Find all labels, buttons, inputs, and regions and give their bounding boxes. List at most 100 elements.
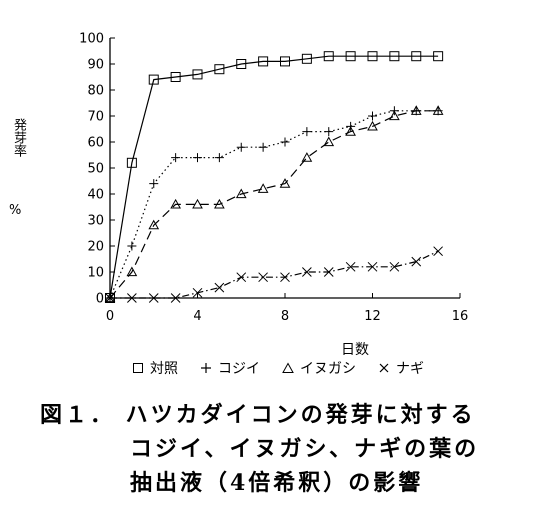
legend-label: 対照 <box>150 361 178 377</box>
y-tick-label: 30 <box>87 214 104 229</box>
data-point-square <box>126 157 137 168</box>
data-point-cross <box>105 293 115 303</box>
data-point-square <box>214 64 225 75</box>
caption-line-2: コジイ、イヌガシ、ナギの葉の <box>130 436 480 462</box>
y-tick-label: 100 <box>79 32 104 47</box>
series-triangle <box>104 105 444 303</box>
data-point-square <box>280 56 290 67</box>
series-line <box>109 110 439 299</box>
triangle-marker-icon <box>282 362 294 373</box>
data-point-cross <box>258 272 268 283</box>
data-point-plus <box>280 137 290 147</box>
x-tick-label: 0 <box>106 309 114 324</box>
y-axis-title: 発芽率 <box>11 118 26 157</box>
data-point-plus <box>302 127 312 137</box>
data-point-triangle <box>389 110 400 121</box>
data-point-triangle <box>410 105 422 115</box>
series-cross <box>105 246 443 303</box>
data-point-cross <box>345 261 356 272</box>
chart-series <box>104 51 444 303</box>
data-point-triangle <box>432 105 444 115</box>
data-point-plus <box>193 153 202 163</box>
square-marker-icon <box>133 363 143 373</box>
y-tick-label: 10 <box>87 266 104 281</box>
legend-label: イヌガシ <box>300 361 356 377</box>
data-point-cross <box>148 293 159 303</box>
legend-item-nagi: ナギ <box>378 358 424 378</box>
data-point-plus <box>127 241 137 251</box>
y-tick-label: 0 <box>96 292 104 307</box>
data-point-square <box>411 51 422 62</box>
data-point-cross <box>192 287 203 298</box>
data-point-triangle <box>170 198 181 209</box>
legend-item-control: 対照 <box>132 358 178 378</box>
legend-item-kojii: コジイ <box>200 358 260 378</box>
series-plus <box>105 106 443 303</box>
data-point-plus <box>258 142 268 152</box>
chart-ticks: 0 10 20 30 40 50 60 70 80 90 100 0 4 8 12 16 <box>79 32 468 325</box>
legend-label: コジイ <box>218 361 260 377</box>
data-point-triangle <box>367 120 378 131</box>
data-point-cross <box>236 272 247 283</box>
y-tick-label: 80 <box>87 84 104 99</box>
caption-line-3: 抽出液（4倍希釈）の影響 <box>130 470 424 496</box>
data-point-cross <box>302 267 312 277</box>
series-line <box>109 55 439 299</box>
data-point-square <box>148 74 159 85</box>
y-tick-label: 90 <box>87 58 104 73</box>
data-point-plus <box>214 153 224 163</box>
data-point-triangle <box>148 219 160 230</box>
data-point-triangle <box>192 198 203 209</box>
y-tick-label: 50 <box>87 162 104 177</box>
data-point-square <box>389 51 400 62</box>
series-line <box>110 250 439 299</box>
x-tick-label: 4 <box>193 309 201 324</box>
chart-axes <box>109 38 460 299</box>
data-point-triangle <box>279 178 291 188</box>
data-point-plus <box>324 127 334 137</box>
data-point-cross <box>367 261 378 272</box>
series-line <box>109 110 439 299</box>
data-point-plus <box>236 142 246 152</box>
data-point-plus <box>149 179 159 189</box>
data-point-triangle <box>126 266 138 277</box>
data-point-cross <box>433 246 443 257</box>
data-point-cross <box>280 272 290 283</box>
germination-chart: 0 10 20 30 40 50 60 70 80 90 100 0 4 8 12 16 日数 <box>79 32 468 359</box>
cross-marker-icon <box>379 363 389 373</box>
legend-item-inugashi: イヌガシ <box>282 358 356 378</box>
data-point-square <box>236 59 247 69</box>
data-point-cross <box>411 256 422 267</box>
data-point-cross <box>389 261 400 272</box>
y-axis-unit: % <box>9 203 22 218</box>
data-point-square <box>301 53 312 64</box>
caption-line-1: 図１． ハツカダイコンの発芽に対する <box>40 402 476 428</box>
data-point-cross <box>214 282 225 293</box>
x-tick-label: 16 <box>452 309 469 324</box>
legend-label: ナギ <box>396 361 424 377</box>
data-point-triangle <box>323 136 335 147</box>
data-point-square <box>170 72 181 82</box>
figure-caption: 図１． ハツカダイコンの発芽に対する コジイ、イヌガシ、ナギの葉の 抽出液（4倍… <box>40 398 520 500</box>
data-point-cross <box>127 293 137 303</box>
y-tick-label: 20 <box>87 240 104 255</box>
data-point-triangle <box>257 183 269 193</box>
data-point-square <box>367 51 378 62</box>
data-point-cross <box>323 267 334 277</box>
y-tick-label: 70 <box>87 110 104 125</box>
x-tick-label: 8 <box>281 309 289 324</box>
legend: 対照 コジイ イヌガシ ナギ <box>132 358 424 378</box>
data-point-square <box>433 51 444 62</box>
data-point-square <box>323 51 334 62</box>
data-point-plus <box>368 111 377 121</box>
x-tick-label: 12 <box>364 309 381 324</box>
series-square <box>105 51 444 303</box>
data-point-square <box>258 56 269 67</box>
data-point-triangle <box>301 152 313 162</box>
x-axis-title: 日数 <box>341 342 369 358</box>
data-point-plus <box>171 153 181 163</box>
data-point-triangle <box>235 188 247 199</box>
y-tick-label: 40 <box>87 188 104 203</box>
data-point-square <box>345 51 356 62</box>
y-tick-label: 60 <box>87 136 104 151</box>
